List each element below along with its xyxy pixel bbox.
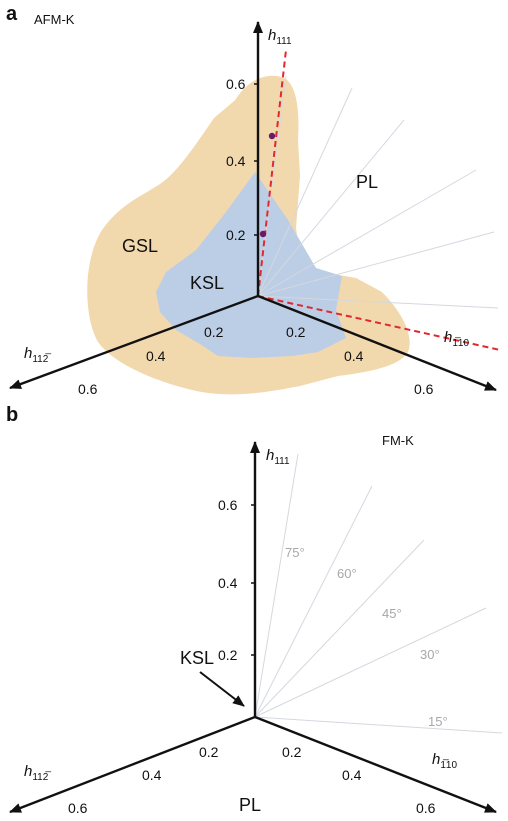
panel-a-tick-r-0.4: 0.4 [344,348,364,364]
panel-a-axis-label-h111: h111 [268,27,292,47]
data-point [268,132,276,140]
panel-a-tick-v-0.6: 0.6 [226,76,246,92]
panel-b-vertical-ticks [251,504,255,656]
panel-b-tick-r-0.6: 0.6 [416,800,436,816]
panel-a-tick-l-0.4: 0.4 [146,348,166,364]
region-label-ksl: KSL [180,648,214,668]
panel-b-letter: b [6,404,18,426]
panel-a-tick-l-0.6: 0.6 [78,381,98,397]
panel-b-tick-v-0.4: 0.4 [218,575,238,591]
panel-b-tick-v-0.6: 0.6 [218,497,238,513]
panel-a: a AFM-K [6,3,501,397]
panel-a-axis-label-h112bar: h112̅ [24,345,51,365]
panel-a-letter: a [6,3,18,25]
panel-a-dashed-line [257,49,501,351]
panel-a-tick-v-0.4: 0.4 [226,153,246,169]
panel-b-tick-r-0.4: 0.4 [342,767,362,783]
panel-b-tick-l-0.4: 0.4 [142,767,162,783]
ksl-pointer-arrow [199,671,245,707]
panel-a-axes [9,21,497,392]
panel-b-axes [9,441,497,814]
panel-b-axis-label-h112bar: h112̅ [24,763,51,783]
region-label-ksl: KSL [190,273,224,293]
panel-b-tick-l-0.2: 0.2 [199,744,219,760]
panel-a-tick-v-0.2: 0.2 [226,227,246,243]
angle-label-30: 30° [420,647,440,662]
panel-b-tick-r-0.2: 0.2 [282,744,302,760]
panel-a-tick-r-0.6: 0.6 [414,381,434,397]
region-label-pl: PL [239,795,261,815]
angle-label-60: 60° [337,566,357,581]
axis-h1bar10 [254,715,497,814]
axis-h112bar [9,715,256,814]
panel-a-axis-label-h1bar10: h1̅10 [444,329,469,349]
panel-b-tick-v-0.2: 0.2 [218,647,238,663]
panel-b-axis-label-h1bar10: h1̅10 [432,751,457,771]
angle-label-15: 15° [428,714,448,729]
axis-h112bar [9,294,259,390]
panel-b-tick-l-0.6: 0.6 [68,800,88,816]
panel-b-model-label: FM-K [382,433,414,448]
panel-a-vertical-ticks [254,83,258,236]
panel-b: b FM-K 75° 60° 45° 30° 15° 0.2 0.4 0.6 [6,404,503,816]
data-point [259,230,267,238]
axis-h1bar10 [257,294,497,392]
region-label-pl: PL [356,172,378,192]
panel-a-tick-l-0.2: 0.2 [204,324,224,340]
panel-a-model-label: AFM-K [34,12,75,27]
panel-b-axis-label-h111: h111 [266,447,290,467]
panel-a-tick-r-0.2: 0.2 [286,324,306,340]
angle-label-75: 75° [285,545,305,560]
angle-label-45: 45° [382,606,402,621]
panel-a-guide-lines [257,75,499,309]
region-label-gsl: GSL [122,236,158,256]
panel-b-guide-lines [254,453,503,734]
